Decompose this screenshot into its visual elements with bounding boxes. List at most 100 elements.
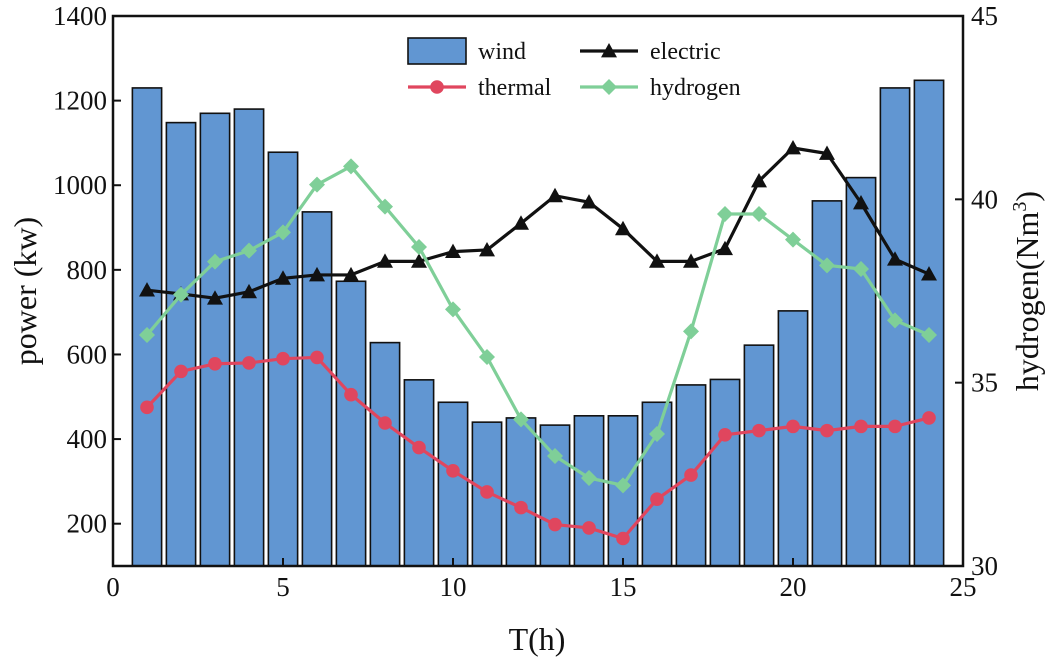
thermal-point bbox=[174, 364, 188, 379]
legend-item-wind: wind bbox=[407, 37, 526, 65]
legend-item-hydrogen: hydrogen bbox=[580, 75, 741, 101]
electric-point bbox=[615, 220, 631, 236]
thermal-point bbox=[514, 500, 528, 515]
thermal-point bbox=[718, 428, 732, 442]
wind-bar bbox=[301, 211, 333, 567]
y-axis-right-title-sup: 3 bbox=[1009, 202, 1031, 212]
y-left-tick-label: 1400 bbox=[53, 1, 107, 31]
wind-bar bbox=[369, 341, 401, 567]
electric-point bbox=[751, 173, 767, 188]
hydrogen-point bbox=[581, 470, 597, 486]
legend-swatch bbox=[407, 37, 467, 65]
plot-frame bbox=[111, 14, 965, 568]
wind-bar bbox=[777, 310, 809, 567]
thermal-point bbox=[480, 485, 494, 499]
wind-bar bbox=[131, 87, 163, 567]
wind-bar bbox=[335, 280, 367, 567]
wind-bar bbox=[165, 121, 197, 567]
electric-point bbox=[275, 270, 291, 285]
y-axis-left-title: power (kw) bbox=[7, 217, 43, 365]
wind-bar bbox=[709, 378, 741, 567]
line-series bbox=[139, 140, 937, 546]
x-tick-label: 5 bbox=[276, 572, 290, 602]
legend-marker bbox=[601, 43, 617, 58]
x-tick-label: 0 bbox=[106, 572, 120, 602]
legend-item-thermal: thermal bbox=[408, 75, 552, 101]
y-left-tick-label: 200 bbox=[67, 509, 108, 539]
y-axis-right-title-close: ) bbox=[1009, 191, 1045, 202]
y-left-tick-label: 800 bbox=[67, 255, 108, 285]
x-axis-title: T(h) bbox=[509, 621, 566, 657]
hydrogen-point bbox=[343, 158, 359, 175]
x-tick-label: 20 bbox=[780, 572, 807, 602]
legend-label: electric bbox=[650, 39, 721, 65]
thermal-point bbox=[752, 423, 766, 438]
electric-point bbox=[887, 251, 903, 266]
thermal-point bbox=[310, 350, 324, 365]
axis-ticks: 0 5 10 15 20 25 200 400 600 800 1000 1200 1400 30 35 40… bbox=[53, 1, 998, 602]
x-tick-label: 10 bbox=[440, 572, 467, 602]
thermal-point bbox=[616, 531, 630, 546]
electric-point bbox=[547, 187, 563, 203]
electric-point bbox=[853, 195, 869, 210]
electric-point bbox=[445, 243, 461, 259]
thermal-point bbox=[548, 517, 562, 532]
y-left-tick-label: 400 bbox=[67, 424, 108, 454]
electric-point bbox=[343, 266, 359, 282]
y-right-tick-label: 40 bbox=[971, 184, 998, 214]
y-left-tick-label: 1200 bbox=[53, 86, 107, 116]
legend-label: wind bbox=[478, 39, 526, 65]
x-tick-label: 25 bbox=[950, 572, 977, 602]
wind-bar bbox=[505, 417, 537, 567]
electric-series bbox=[139, 140, 937, 305]
hydrogen-point bbox=[717, 206, 733, 222]
thermal-point bbox=[378, 416, 392, 430]
y-right-tick-label: 45 bbox=[971, 1, 998, 31]
thermal-point bbox=[344, 387, 358, 402]
legend-marker bbox=[430, 80, 444, 94]
thermal-point bbox=[684, 468, 698, 482]
wind-bar bbox=[743, 344, 775, 567]
wind-bar bbox=[845, 176, 877, 567]
electric-point bbox=[683, 253, 699, 268]
electric-point bbox=[649, 253, 665, 268]
thermal-series bbox=[140, 350, 936, 546]
thermal-point bbox=[140, 400, 154, 415]
thermal-point bbox=[820, 423, 834, 438]
hydrogen-point bbox=[377, 198, 393, 215]
thermal-point bbox=[412, 440, 426, 455]
thermal-point bbox=[446, 464, 460, 478]
hydrogen-point bbox=[819, 257, 835, 274]
thermal-point bbox=[786, 419, 800, 434]
electric-point bbox=[411, 253, 427, 268]
hydrogen-point bbox=[649, 426, 665, 442]
electric-point bbox=[717, 240, 733, 256]
legend-item-electric: electric bbox=[580, 39, 721, 65]
electric-point bbox=[139, 282, 155, 297]
hydrogen-point bbox=[479, 349, 495, 365]
hydrogen-point bbox=[547, 448, 563, 464]
wind-bar bbox=[573, 415, 605, 567]
hydrogen-point bbox=[173, 286, 189, 303]
electric-point bbox=[819, 145, 835, 160]
hydrogen-point bbox=[309, 176, 325, 193]
y-axis-right-title: hydrogen(Nm3) bbox=[1009, 191, 1045, 391]
hydrogen-line bbox=[145, 164, 930, 487]
hydrogen-point bbox=[445, 301, 461, 318]
electric-point bbox=[207, 290, 223, 305]
wind-bar bbox=[199, 112, 231, 567]
electric-point bbox=[921, 266, 937, 281]
wind-bar bbox=[233, 108, 265, 567]
wind-bar bbox=[913, 79, 945, 567]
legend-label: hydrogen bbox=[650, 75, 741, 101]
hydrogen-point bbox=[513, 411, 529, 428]
y-left-tick-label: 1000 bbox=[53, 170, 107, 200]
wind-bar bbox=[437, 401, 469, 567]
hydrogen-point bbox=[615, 477, 631, 494]
wind-bar bbox=[811, 200, 843, 567]
hydrogen-point bbox=[751, 206, 767, 222]
thermal-point bbox=[650, 492, 664, 506]
hydrogen-point bbox=[207, 253, 223, 270]
legend: wind electric thermal hydrogen bbox=[407, 37, 741, 101]
